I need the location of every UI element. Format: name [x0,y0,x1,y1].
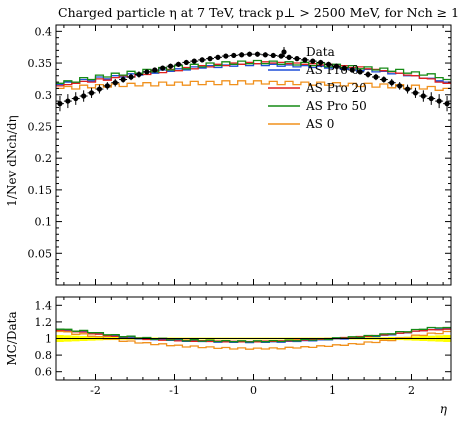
xtick-label: 0 [250,384,257,397]
legend: Data AS Pro 0 AS Pro 20 AS Pro 50 AS 0 [268,45,367,131]
data-point [389,80,395,86]
data-point [373,74,379,80]
data-point [183,59,189,66]
data-point [65,98,71,104]
data-point [349,67,355,73]
data-point [128,74,134,80]
data-point [120,76,126,83]
data-point [246,51,253,57]
main-ytick-label: 0.3 [35,89,53,102]
main-ytick-label: 0.15 [28,184,53,197]
data-point [81,93,87,99]
legend-marker-data [281,49,287,55]
data-point [341,65,347,71]
data-point [404,86,411,92]
x-axis-label: η [440,402,448,416]
data-point [73,95,79,102]
data-point [428,95,434,102]
ratio-ytick-label: 0.8 [35,349,53,362]
series-line-as-pro-0 [56,63,451,86]
data-point [286,54,292,60]
data-point [397,83,403,89]
data-point [112,80,118,86]
series-line-as-0 [56,80,451,91]
data-point [57,101,63,107]
legend-label: AS Pro 0 [305,63,359,77]
main-ytick-label: 0.1 [35,216,53,229]
legend-label: AS Pro 20 [305,81,367,95]
data-point [365,71,371,78]
main-ytick-label: 0.05 [28,247,53,260]
data-point [191,58,197,64]
main-ytick-label: 0.2 [35,152,53,165]
data-point [239,52,245,58]
data-point [270,52,276,59]
legend-label: Data [306,45,335,59]
series-line-as-pro-50 [56,59,451,84]
data-point [318,59,324,66]
xtick-label: -2 [90,384,101,397]
data-point [167,63,174,69]
ratio-ylabel: MC/Data [5,311,19,365]
legend-label: AS 0 [305,117,334,131]
xtick-label: 2 [408,384,415,397]
data-point [223,53,229,59]
data-point [436,98,442,104]
main-panel: 0.05 0.1 0.15 0.2 0.25 0.3 0.35 0.4 [28,24,452,286]
data-point [215,54,221,60]
ratio-ytick-label: 1.4 [35,299,53,312]
data-point [231,52,237,59]
data-point [357,69,363,75]
ratio-ytick-label: 0.6 [35,366,53,379]
data-point [325,61,332,67]
data-point [302,57,308,63]
main-ylabel: 1/Nev dNch/dη [5,115,19,206]
main-ytick-label: 0.4 [35,25,53,38]
data-point [310,58,316,64]
data-point [144,69,150,75]
data-point [420,93,426,99]
data-point [254,51,261,57]
data-point [294,56,300,62]
data-point [199,57,205,63]
ratio-line-as-0 [56,330,451,350]
ratio-ytick-label: 1 [45,333,52,346]
data-point [278,53,284,59]
data-point [381,76,387,83]
data-point [207,56,213,62]
data-point [333,63,340,69]
data-point [96,86,103,92]
chart-title: Charged particle η at 7 TeV, track p⊥ > … [58,5,459,20]
ratio-panel: 0.6 0.8 1 1.2 1.4 -2 -1 0 1 2 [35,296,452,397]
data-point [175,61,182,67]
main-ytick-label: 0.25 [28,120,53,133]
data-point [412,90,419,96]
legend-label: AS Pro 50 [305,99,367,113]
data-point [104,83,110,89]
data-point [136,71,142,78]
ratio-line-as-pro-50 [56,326,451,343]
data-point [262,52,268,58]
xtick-label: 1 [329,384,336,397]
xtick-label: -1 [169,384,180,397]
main-ytick-label: 0.35 [28,57,53,70]
data-point [444,101,450,107]
data-point [88,90,95,96]
data-point [152,67,158,73]
data-point [160,65,166,71]
ratio-ytick-label: 1.2 [35,316,53,329]
